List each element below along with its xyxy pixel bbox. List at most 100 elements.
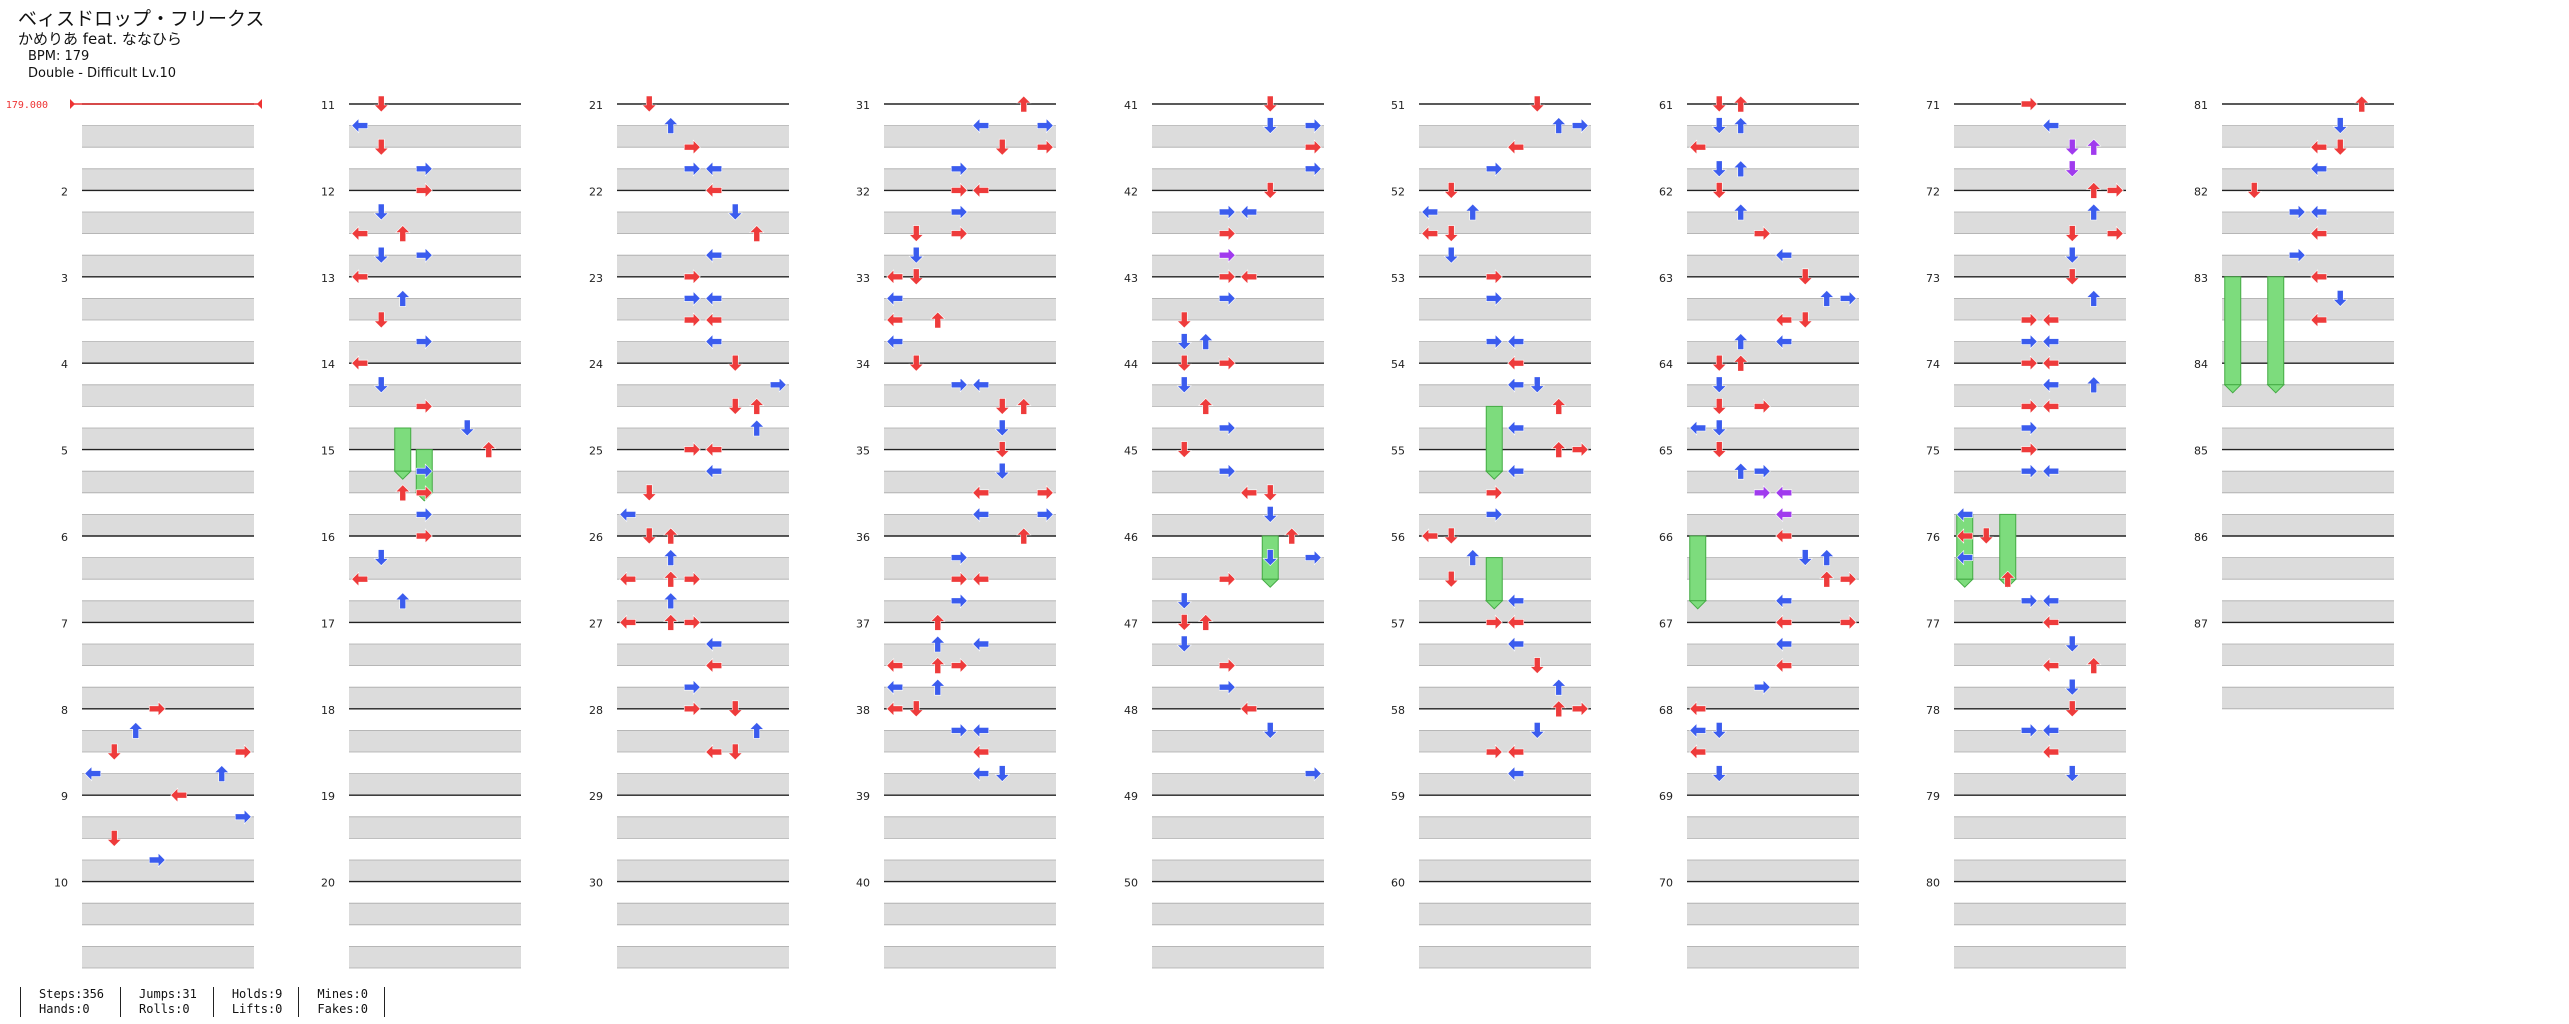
- down-arrow-icon: [727, 398, 743, 415]
- right-arrow-icon: [2020, 333, 2038, 350]
- right-arrow-icon: [1485, 506, 1503, 523]
- up-arrow-icon: [395, 289, 411, 307]
- right-arrow-icon: [1218, 657, 1236, 674]
- left-arrow-icon: [2310, 269, 2328, 285]
- measure-number: 36: [856, 531, 870, 544]
- beat-stripe: [2222, 168, 2394, 191]
- right-arrow-icon: [148, 852, 166, 868]
- up-arrow-icon: [2086, 376, 2102, 394]
- beat-stripe: [1687, 860, 1859, 882]
- chart-stats: Steps:356 Hands:0 Jumps:31 Rolls:0 Holds:9…: [20, 987, 385, 1017]
- hold-tail: [1955, 578, 1974, 588]
- left-arrow-icon: [2042, 117, 2060, 134]
- beat-stripe: [617, 557, 789, 580]
- measure-number: 27: [589, 617, 603, 630]
- left-arrow-icon: [2042, 593, 2060, 609]
- up-arrow-icon: [1016, 397, 1032, 415]
- up-arrow-icon: [1198, 333, 1214, 350]
- beat-stripe: [1687, 125, 1859, 148]
- measure-number: 22: [589, 185, 603, 198]
- right-arrow-icon: [415, 528, 433, 544]
- up-arrow-icon: [749, 419, 765, 437]
- beat-stripe: [82, 946, 254, 968]
- beat-stripe: [884, 341, 1056, 364]
- beat-stripe: [2222, 557, 2394, 580]
- measure-number: 16: [321, 531, 335, 544]
- beat-stripe: [1954, 903, 2126, 925]
- right-arrow-icon: [415, 485, 433, 501]
- left-arrow-icon: [972, 636, 990, 652]
- right-arrow-icon: [2020, 96, 2038, 112]
- beat-stripe: [2222, 600, 2394, 623]
- beat-stripe: [2222, 514, 2394, 536]
- beat-stripe: [82, 860, 254, 882]
- left-arrow-icon: [1956, 506, 1974, 523]
- measure-number: 87: [2194, 617, 2208, 630]
- beat-stripe: [82, 298, 254, 320]
- down-arrow-icon: [2332, 117, 2348, 135]
- beat-stripe: [617, 600, 789, 623]
- right-arrow-icon: [1036, 485, 1054, 501]
- measure-number: 45: [1124, 445, 1138, 458]
- measure-number: 55: [1391, 445, 1405, 458]
- left-arrow-icon: [1689, 420, 1707, 436]
- beat-stripe: [884, 730, 1056, 752]
- down-arrow-icon: [1262, 95, 1278, 113]
- measure-number: 65: [1659, 445, 1673, 458]
- beat-stripe: [2222, 255, 2394, 277]
- down-arrow-icon: [1176, 441, 1192, 459]
- left-arrow-icon: [1775, 506, 1793, 523]
- beat-stripe: [82, 384, 254, 407]
- left-arrow-icon: [1507, 614, 1525, 631]
- right-arrow-icon: [950, 657, 968, 674]
- down-arrow-icon: [908, 354, 924, 372]
- measure-number: 6: [61, 531, 68, 544]
- left-arrow-icon: [619, 614, 637, 631]
- left-arrow-icon: [1421, 225, 1439, 242]
- down-arrow-icon: [373, 311, 389, 329]
- hold-body: [2224, 276, 2242, 386]
- measure-number: 84: [2194, 358, 2208, 371]
- right-arrow-icon: [2106, 225, 2124, 242]
- right-arrow-icon: [950, 377, 968, 393]
- beat-stripe: [1152, 298, 1324, 320]
- beat-stripe: [1687, 903, 1859, 925]
- up-arrow-icon: [1733, 95, 1749, 113]
- left-arrow-icon: [1507, 355, 1525, 371]
- measure-number: 24: [589, 358, 603, 371]
- beat-stripe: [1152, 514, 1324, 536]
- beat-stripe: [1687, 514, 1859, 536]
- beat-stripe: [82, 514, 254, 536]
- beat-stripe: [1954, 644, 2126, 666]
- beat-stripe: [349, 860, 521, 882]
- measure-number: 86: [2194, 531, 2208, 544]
- down-arrow-icon: [1711, 765, 1727, 783]
- beat-stripe: [884, 255, 1056, 277]
- down-arrow-icon: [1711, 95, 1727, 113]
- down-arrow-icon: [641, 484, 657, 502]
- beat-stripe: [1954, 298, 2126, 320]
- up-arrow-icon: [749, 721, 765, 739]
- stat-jumps: Jumps:31: [139, 987, 197, 1001]
- beat-stripe: [1687, 687, 1859, 709]
- left-arrow-icon: [2042, 463, 2060, 479]
- right-arrow-icon: [1485, 614, 1503, 631]
- down-arrow-icon: [1711, 160, 1727, 178]
- measure-number: 56: [1391, 531, 1405, 544]
- left-arrow-icon: [1507, 139, 1525, 155]
- down-arrow-icon: [1262, 484, 1278, 502]
- left-arrow-icon: [1775, 657, 1793, 674]
- left-arrow-icon: [972, 571, 990, 587]
- beat-stripe: [2222, 471, 2394, 493]
- beat-stripe: [884, 860, 1056, 882]
- measure-number: 33: [856, 272, 870, 285]
- beat-stripe: [1687, 428, 1859, 450]
- right-arrow-icon: [2020, 441, 2038, 458]
- up-arrow-icon: [481, 441, 497, 458]
- left-arrow-icon: [1507, 636, 1525, 652]
- down-arrow-icon: [2064, 225, 2080, 243]
- up-arrow-icon: [1819, 289, 1835, 307]
- up-arrow-icon: [2086, 657, 2102, 674]
- beat-stripe: [884, 687, 1056, 709]
- left-arrow-icon: [2310, 161, 2328, 177]
